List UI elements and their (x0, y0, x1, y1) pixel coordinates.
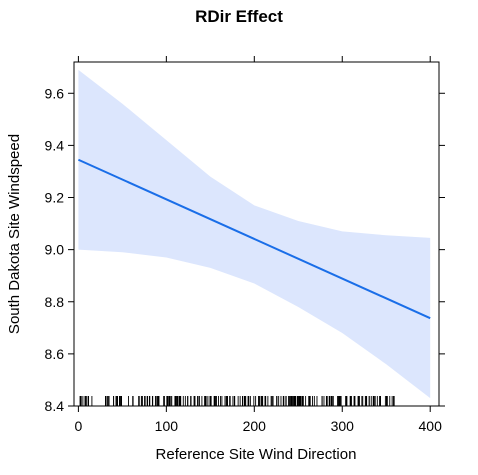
y-tick-label: 9.0 (45, 242, 65, 258)
chart-title: RDir Effect (195, 7, 283, 26)
y-axis-label: South Dakota Site Windspeed (6, 134, 23, 334)
fit-line (77, 158, 431, 320)
confidence-band-layer (78, 69, 431, 399)
x-axis-label: Reference Site Wind Direction (156, 446, 357, 463)
axis-ticks-layer: 0 100 200 300 400 8.4 8.6 8.8 9.0 9.2 9.4 9.6 (45, 56, 445, 434)
y-tick-label: 8.4 (45, 398, 65, 414)
plot-frame (73, 61, 440, 407)
x-tick-label: 400 (419, 418, 443, 434)
y-tick-label: 8.8 (45, 294, 65, 310)
x-tick-label: 100 (155, 418, 179, 434)
y-tick-label: 8.6 (45, 346, 65, 362)
y-tick-label: 9.4 (45, 137, 65, 153)
fit-line-layer (77, 158, 431, 320)
y-tick-label: 9.6 (45, 85, 65, 101)
x-tick-label: 300 (331, 418, 355, 434)
x-tick-label: 0 (74, 418, 82, 434)
confidence-band (78, 69, 431, 399)
y-tick-label: 9.2 (45, 190, 65, 206)
x-tick-label: 200 (243, 418, 267, 434)
rug-layer (79, 396, 395, 406)
